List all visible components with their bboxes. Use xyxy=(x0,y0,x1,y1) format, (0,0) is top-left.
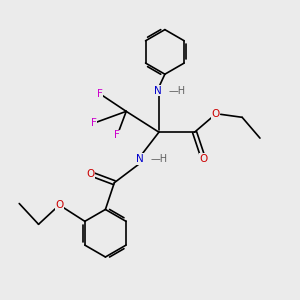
Text: F: F xyxy=(91,118,97,128)
Text: —H: —H xyxy=(151,154,168,164)
Text: —H: —H xyxy=(169,85,186,96)
Text: N: N xyxy=(154,85,161,96)
Text: F: F xyxy=(97,88,102,98)
Text: F: F xyxy=(114,130,120,140)
Text: O: O xyxy=(55,200,64,210)
Text: O: O xyxy=(86,169,95,179)
Text: N: N xyxy=(136,154,143,164)
Text: O: O xyxy=(211,109,220,119)
Text: O: O xyxy=(200,154,208,164)
